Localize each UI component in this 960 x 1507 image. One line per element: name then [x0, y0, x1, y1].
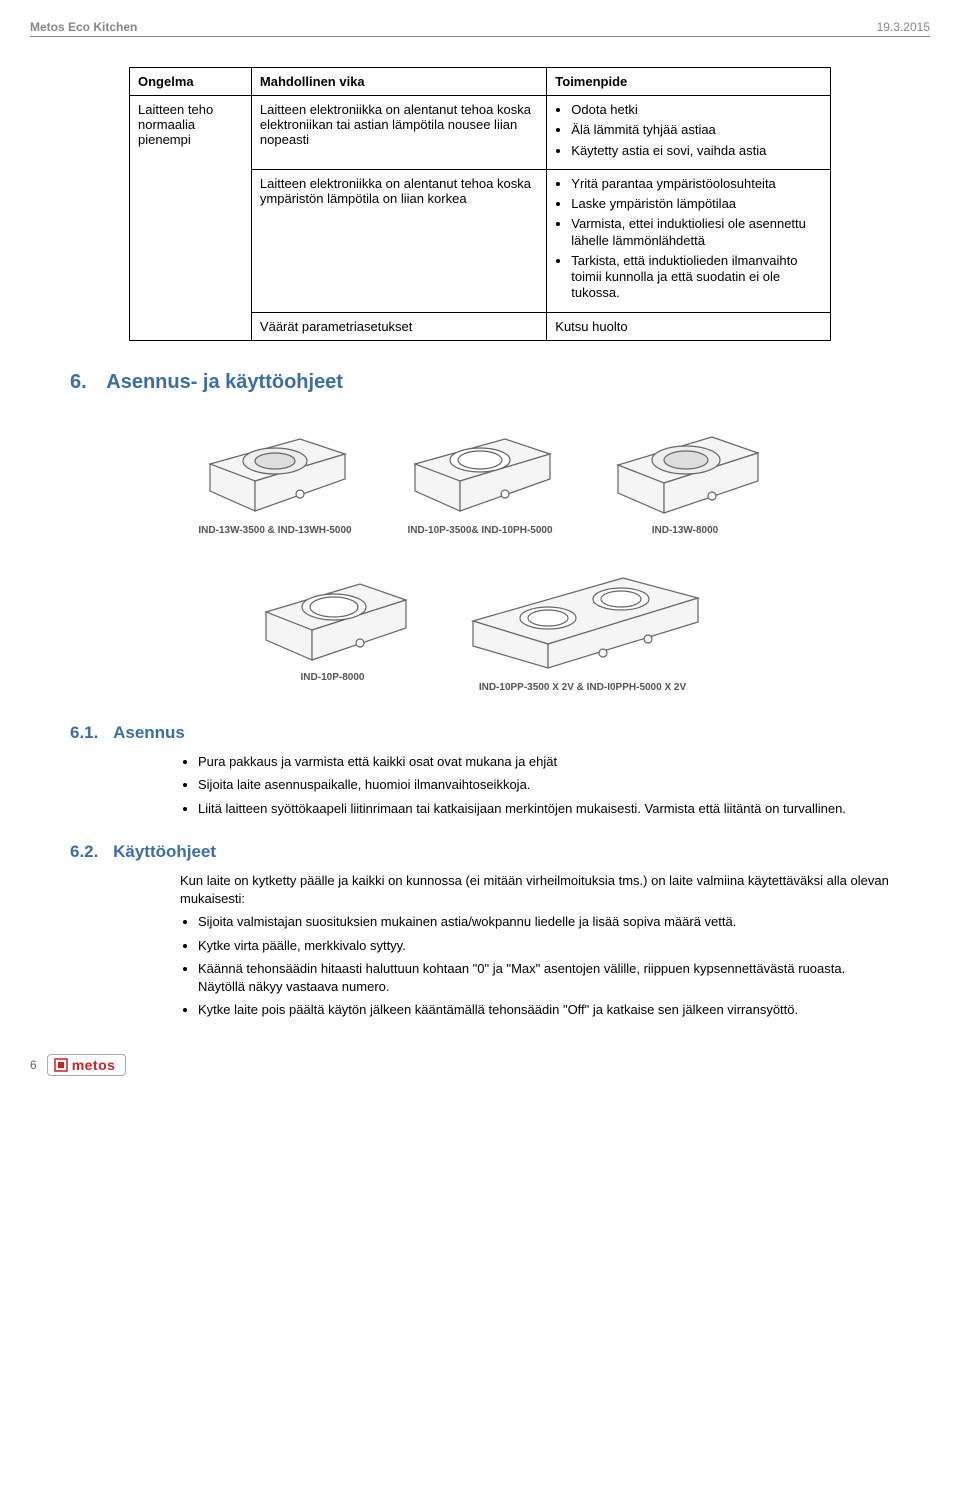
figure: IND-10P-3500& IND-10PH-5000 [395, 419, 565, 536]
figures-row-1: IND-13W-3500 & IND-13WH-5000 IND-10P-350… [80, 419, 880, 536]
action-item: Varmista, ettei induktioliesi ole asenne… [571, 216, 822, 249]
action-item: Yritä parantaa ympäristöolosuhteita [571, 176, 822, 192]
intro-text: Kun laite on kytketty päälle ja kaikki o… [180, 872, 890, 907]
action-item: Odota hetki [571, 102, 822, 118]
figure-caption: IND-13W-3500 & IND-13WH-5000 [190, 525, 360, 536]
list-item: Kytke virta päälle, merkkivalo syttyy. [198, 937, 890, 955]
cell-action: Odota hetki Älä lämmitä tyhjää astiaa Kä… [547, 96, 831, 170]
figure-caption: IND-10P-8000 [248, 672, 418, 683]
figure-caption: IND-10PP-3500 X 2V & IND-I0PPH-5000 X 2V [453, 682, 713, 693]
cell-action: Kutsu huolto [547, 312, 831, 340]
action-item: Laske ympäristön lämpötilaa [571, 196, 822, 212]
cell-cause: Väärät parametriasetukset [251, 312, 546, 340]
header-date: 19.3.2015 [877, 20, 930, 34]
cooktop-wok-icon [190, 419, 360, 519]
list-item: Sijoita laite asennuspaikalle, huomioi i… [198, 776, 890, 794]
cell-action: Yritä parantaa ympäristöolosuhteita Lask… [547, 169, 831, 312]
figure: IND-13W-3500 & IND-13WH-5000 [190, 419, 360, 536]
subsection-title: Käyttöohjeet [113, 842, 216, 861]
subsection-6-1-content: Pura pakkaus ja varmista että kaikki osa… [180, 753, 890, 818]
cooktop-wok-large-icon [600, 419, 770, 519]
header-left: Metos Eco Kitchen [30, 20, 137, 34]
th-cause: Mahdollinen vika [251, 68, 546, 96]
section-6-heading: 6. Asennus- ja käyttöohjeet [70, 371, 930, 394]
cooktop-flat-large-icon [248, 566, 418, 666]
figure-caption: IND-13W-8000 [600, 525, 770, 536]
page-header: Metos Eco Kitchen 19.3.2015 [30, 20, 930, 37]
list-item: Liitä laitteen syöttökaapeli liitinrimaa… [198, 800, 890, 818]
subsection-6-1-heading: 6.1. Asennus [70, 723, 930, 743]
figures-row-2: IND-10P-8000 IND-10PP-3500 X 2V & IND-I0… [80, 566, 880, 693]
cooktop-flat-icon [395, 419, 565, 519]
logo: metos [47, 1054, 127, 1076]
list-item: Kytke laite pois päältä käytön jälkeen k… [198, 1001, 890, 1019]
th-problem: Ongelma [130, 68, 252, 96]
troubleshoot-table: Ongelma Mahdollinen vika Toimenpide Lait… [129, 67, 831, 341]
cell-cause: Laitteen elektroniikka on alentanut teho… [251, 169, 546, 312]
action-item: Käytetty astia ei sovi, vaihda astia [571, 143, 822, 159]
action-item: Älä lämmitä tyhjää astiaa [571, 122, 822, 138]
list-item: Käännä tehonsäädin hitaasti haluttuun ko… [198, 960, 890, 995]
section-title: Asennus- ja käyttöohjeet [106, 371, 343, 393]
table-row: Laitteen teho normaalia pienempi Laittee… [130, 96, 831, 170]
logo-text: metos [72, 1057, 116, 1073]
section-num: 6. [70, 371, 87, 393]
subsection-num: 6.2. [70, 842, 98, 861]
figure: IND-10PP-3500 X 2V & IND-I0PPH-5000 X 2V [453, 566, 713, 693]
list-item: Sijoita valmistajan suosituksien mukaine… [198, 913, 890, 931]
subsection-6-2-heading: 6.2. Käyttöohjeet [70, 842, 930, 862]
list-item: Pura pakkaus ja varmista että kaikki osa… [198, 753, 890, 771]
figure: IND-10P-8000 [248, 566, 418, 693]
action-item: Tarkista, että induktiolieden ilmanvaiht… [571, 253, 822, 302]
subsection-6-2-content: Kun laite on kytketty päälle ja kaikki o… [180, 872, 890, 1019]
cooktop-double-icon [453, 566, 713, 676]
subsection-title: Asennus [113, 723, 185, 742]
cell-problem: Laitteen teho normaalia pienempi [130, 96, 252, 341]
figure-caption: IND-10P-3500& IND-10PH-5000 [395, 525, 565, 536]
logo-mark-icon [54, 1058, 68, 1072]
subsection-num: 6.1. [70, 723, 98, 742]
cell-cause: Laitteen elektroniikka on alentanut teho… [251, 96, 546, 170]
table-header-row: Ongelma Mahdollinen vika Toimenpide [130, 68, 831, 96]
figure: IND-13W-8000 [600, 419, 770, 536]
page-footer: 6 metos [30, 1054, 930, 1076]
th-action: Toimenpide [547, 68, 831, 96]
page-number: 6 [30, 1058, 37, 1072]
